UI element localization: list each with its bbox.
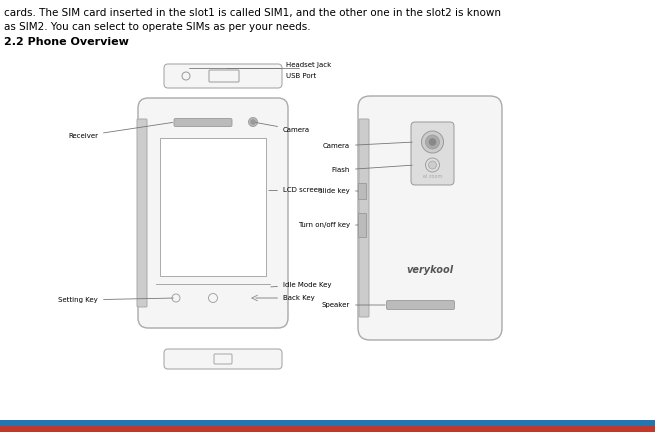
Circle shape: [426, 158, 440, 172]
Text: Setting Key: Setting Key: [58, 297, 173, 303]
Text: Camera: Camera: [323, 142, 412, 149]
Text: as SIM2. You can select to operate SIMs as per your needs.: as SIM2. You can select to operate SIMs …: [4, 22, 310, 32]
Text: USB Port: USB Port: [227, 68, 316, 79]
Text: Headset Jack: Headset Jack: [189, 62, 331, 68]
FancyBboxPatch shape: [164, 64, 282, 88]
Circle shape: [428, 161, 436, 169]
Text: Camera: Camera: [255, 123, 310, 133]
FancyBboxPatch shape: [164, 349, 282, 369]
Circle shape: [426, 135, 440, 149]
FancyBboxPatch shape: [411, 122, 454, 185]
FancyBboxPatch shape: [358, 96, 502, 340]
Text: cards. The SIM card inserted in the slot1 is called SIM1, and the other one in t: cards. The SIM card inserted in the slot…: [4, 8, 501, 18]
Circle shape: [172, 294, 180, 302]
Text: Back Key: Back Key: [256, 295, 315, 301]
Circle shape: [208, 293, 217, 302]
FancyBboxPatch shape: [209, 70, 239, 82]
Circle shape: [182, 72, 190, 80]
Text: 2.2 Phone Overview: 2.2 Phone Overview: [4, 37, 129, 47]
Bar: [358, 183, 366, 199]
Text: Flash: Flash: [331, 165, 412, 173]
Text: Turn on/off key: Turn on/off key: [298, 222, 358, 228]
FancyBboxPatch shape: [386, 301, 455, 309]
Bar: [160, 138, 266, 276]
FancyBboxPatch shape: [214, 354, 232, 364]
Bar: [358, 213, 366, 237]
Circle shape: [429, 139, 436, 146]
Circle shape: [248, 118, 257, 127]
Bar: [0, 420, 655, 426]
Text: slide key: slide key: [319, 188, 358, 194]
Text: verykool: verykool: [407, 265, 453, 275]
Circle shape: [250, 120, 255, 124]
FancyBboxPatch shape: [359, 119, 369, 317]
Text: LCD screen: LCD screen: [269, 187, 322, 194]
Text: Receiver: Receiver: [68, 122, 173, 139]
FancyBboxPatch shape: [137, 119, 147, 307]
Text: Idle Mode Key: Idle Mode Key: [271, 282, 331, 288]
Text: Speaker: Speaker: [322, 302, 385, 308]
Circle shape: [422, 131, 443, 153]
FancyBboxPatch shape: [174, 118, 232, 127]
Bar: [0, 426, 655, 432]
Text: el zoom: el zoom: [423, 175, 442, 180]
FancyBboxPatch shape: [138, 98, 288, 328]
